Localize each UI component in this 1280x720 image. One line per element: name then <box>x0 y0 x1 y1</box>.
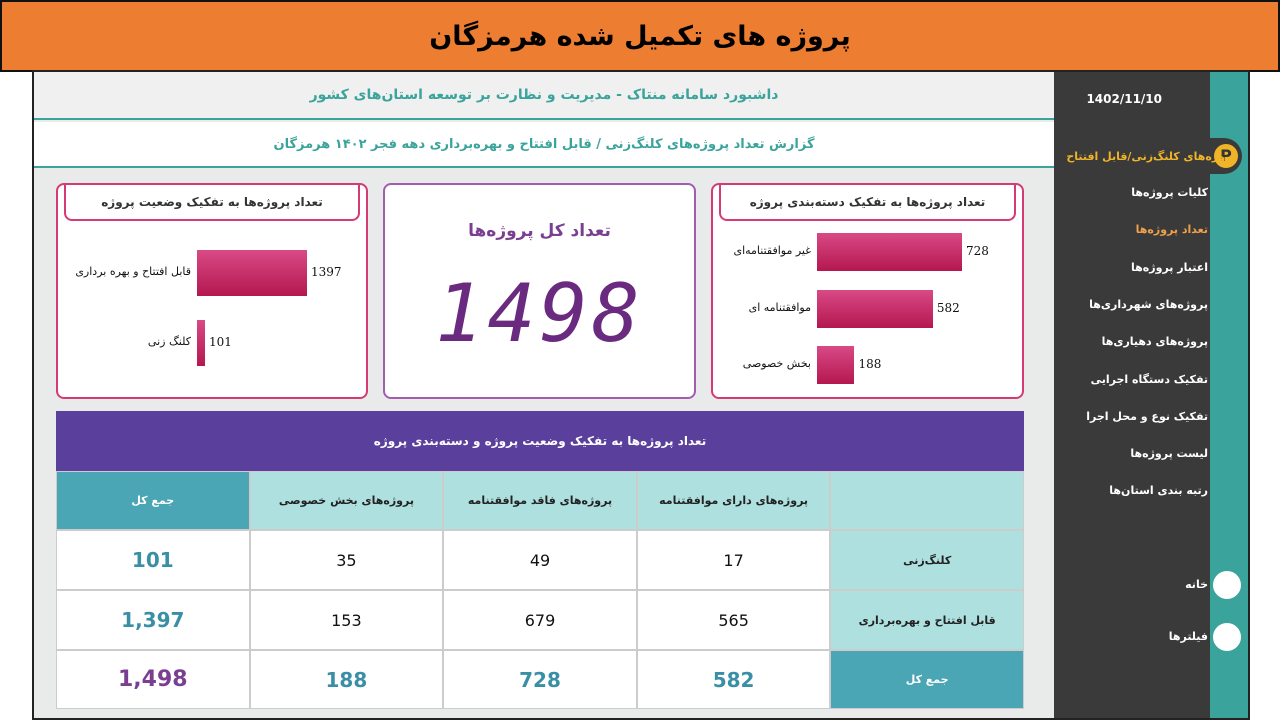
bar <box>817 290 933 328</box>
header-subtitle: گزارش تعداد پروژه‌های کلنگ‌زنی / قابل اف… <box>34 122 1054 168</box>
column-header: پروژه‌های دارای موافقتنامه <box>636 471 831 530</box>
status-title: تعداد پروژه‌ها به تفکیک وضعیت پروژه <box>64 185 360 221</box>
bar <box>817 233 962 271</box>
menu-item[interactable]: کلیات پروژه‌ها <box>1131 186 1208 199</box>
menu-item[interactable]: پروژه‌های دهیاری‌ها <box>1101 335 1208 349</box>
menu-icon: P <box>1214 144 1238 168</box>
value-label: 188 <box>858 357 882 371</box>
total-title: تعداد کل پروژه‌ها <box>468 221 611 241</box>
row-header: کلنگ‌زنی <box>830 530 1024 590</box>
table-cell: 679 <box>443 590 637 650</box>
menu-item[interactable]: رتبه بندی استان‌ها <box>1109 484 1208 498</box>
table-title: تعداد پروژه‌ها به تفکیک وضعیت پروژه و دس… <box>56 411 1024 471</box>
menu-filters[interactable]: فیلترها <box>1168 630 1208 643</box>
active-menu[interactable]: پروژه‌های کلنگ‌زنی/قابل افتتاح <box>1066 150 1236 163</box>
value-label: 101 <box>209 335 232 349</box>
table: تعداد پروژه‌ها به تفکیک وضعیت پروژه و دس… <box>56 411 1024 709</box>
table-cell: 565 <box>636 590 831 650</box>
filter-icon[interactable] <box>1210 620 1244 654</box>
bar <box>197 320 205 366</box>
sidebar <box>1054 72 1210 718</box>
table-cell: 582 <box>636 650 831 709</box>
home-icon[interactable] <box>1210 568 1244 602</box>
category-title: تعداد پروژه‌ها به تفکیک دسته‌بندی پروژه <box>719 185 1016 221</box>
menu-item[interactable]: لیست پروژه‌ها <box>1130 447 1208 461</box>
table-cell: 1,498 <box>56 650 250 709</box>
category-label: قابل افتتاح و بهره برداری <box>75 265 191 278</box>
column-header: پروژه‌های فاقد موافقتنامه <box>443 471 637 530</box>
table-cell: 153 <box>249 590 444 650</box>
menu-item[interactable]: پروژه‌های شهرداری‌ها <box>1089 297 1208 311</box>
table-cell: 101 <box>56 530 250 590</box>
menu-home[interactable]: خانه <box>1185 578 1208 591</box>
row-header: قابل افتتاح و بهره‌برداری <box>830 590 1024 650</box>
menu-item[interactable]: تفکیک نوع و محل اجرا <box>1086 409 1208 423</box>
table-cell: 49 <box>443 530 637 590</box>
menu-item[interactable]: اعتبار پروژه‌ها <box>1131 260 1208 274</box>
bar <box>197 250 307 296</box>
total-value: 1498 <box>435 267 644 360</box>
total-card: تعداد کل پروژه‌ها 1498 <box>383 183 696 399</box>
table-cell: 728 <box>443 650 637 709</box>
category-card: تعداد پروژه‌ها به تفکیک دسته‌بندی پروژه <box>711 183 1024 399</box>
category-label: کلنگ زنی <box>147 335 191 348</box>
table-cell: 1,397 <box>56 590 250 650</box>
table-cell: 17 <box>636 530 831 590</box>
bar <box>817 346 855 384</box>
sidebar-strip <box>1210 72 1248 718</box>
table-cell: 35 <box>249 530 444 590</box>
category-label: غیر موافقتنامه‌ای <box>733 244 811 257</box>
value-label: 582 <box>936 301 960 315</box>
category-label: بخش خصوصی <box>742 357 811 370</box>
column-header: پروژه‌های بخش خصوصی <box>249 471 444 530</box>
table-cell: 188 <box>249 650 444 709</box>
column-header: جمع کل <box>56 471 250 530</box>
value-label: 728 <box>966 244 989 258</box>
category-label: موافقتنامه ای <box>748 301 811 314</box>
value-label: 1397 <box>311 265 342 279</box>
menu-item[interactable]: تفکیک دستگاه اجرایی <box>1090 372 1208 386</box>
row-header: جمع کل <box>830 650 1024 709</box>
corner-cell <box>830 471 1024 530</box>
menu-item[interactable]: تعداد پروژه‌ها <box>1135 223 1208 237</box>
banner: پروژه های تکمیل شده هرمزگان <box>0 0 1280 72</box>
header-title: داشبورد سامانه منتاک - مدیریت و نظارت بر… <box>34 72 1054 120</box>
date: 1402/11/10 <box>1086 92 1162 106</box>
